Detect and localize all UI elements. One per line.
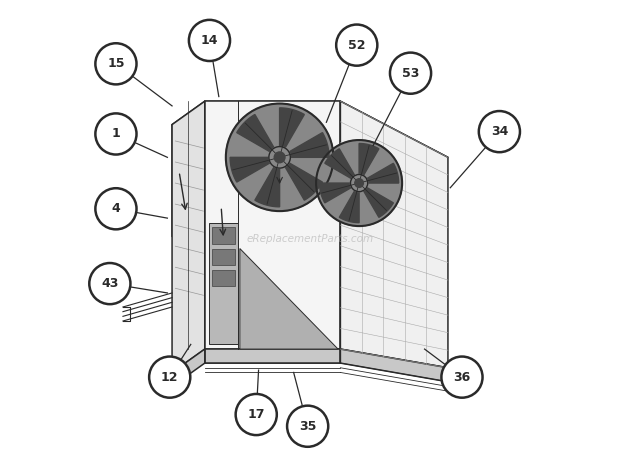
Polygon shape (205, 101, 448, 213)
Polygon shape (240, 249, 338, 349)
Circle shape (95, 113, 136, 155)
Polygon shape (359, 163, 399, 183)
Polygon shape (339, 183, 359, 223)
Circle shape (355, 179, 363, 187)
Polygon shape (212, 249, 235, 265)
Text: 17: 17 (247, 408, 265, 421)
Circle shape (336, 24, 378, 66)
Polygon shape (280, 108, 304, 157)
Circle shape (236, 394, 277, 435)
Polygon shape (340, 101, 448, 368)
Text: 1: 1 (112, 128, 120, 140)
Polygon shape (205, 101, 340, 349)
Polygon shape (340, 349, 448, 382)
Polygon shape (359, 183, 393, 217)
Circle shape (316, 140, 402, 226)
Text: 34: 34 (490, 125, 508, 138)
Polygon shape (212, 227, 235, 244)
Circle shape (479, 111, 520, 152)
Text: 36: 36 (453, 371, 471, 384)
Polygon shape (205, 349, 340, 363)
Text: 4: 4 (112, 202, 120, 215)
Circle shape (287, 406, 328, 447)
Text: 52: 52 (348, 38, 366, 52)
Polygon shape (319, 183, 359, 203)
Circle shape (350, 174, 368, 192)
Polygon shape (230, 157, 280, 182)
Text: 43: 43 (101, 277, 118, 290)
Polygon shape (255, 157, 280, 207)
Circle shape (269, 147, 290, 168)
Text: 15: 15 (107, 57, 125, 70)
Text: 35: 35 (299, 420, 316, 433)
Text: 14: 14 (201, 34, 218, 47)
Polygon shape (280, 157, 322, 200)
Polygon shape (172, 101, 205, 372)
Circle shape (95, 43, 136, 84)
Polygon shape (172, 349, 205, 386)
Polygon shape (212, 270, 235, 286)
Polygon shape (280, 133, 329, 157)
Circle shape (149, 356, 190, 398)
Circle shape (390, 53, 431, 94)
Polygon shape (172, 101, 205, 237)
Circle shape (226, 104, 334, 211)
Circle shape (274, 152, 285, 163)
Circle shape (189, 20, 230, 61)
Polygon shape (237, 114, 280, 157)
Circle shape (95, 188, 136, 229)
Text: 53: 53 (402, 67, 419, 80)
Polygon shape (359, 144, 379, 183)
Circle shape (441, 356, 482, 398)
Text: eReplacementParts.com: eReplacementParts.com (246, 234, 374, 244)
Polygon shape (210, 223, 237, 344)
Text: 12: 12 (161, 371, 179, 384)
Polygon shape (325, 149, 359, 183)
Circle shape (89, 263, 130, 304)
Polygon shape (172, 125, 448, 213)
